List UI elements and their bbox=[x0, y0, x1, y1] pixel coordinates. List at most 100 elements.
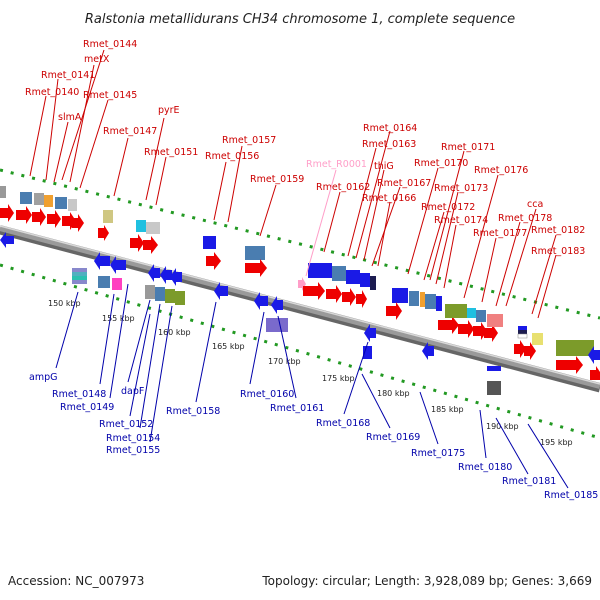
gene-label: Rmet_0164 bbox=[363, 123, 417, 134]
leader-line bbox=[377, 201, 391, 267]
leader-line bbox=[531, 234, 557, 315]
gene-label: Rmet_0160 bbox=[240, 389, 294, 400]
leader-line bbox=[113, 137, 129, 197]
gene-block bbox=[165, 289, 175, 303]
forward-labels: Rmet_0144 metX Rmet_0141 Rmet_0140 Rmet_… bbox=[25, 39, 585, 319]
reverse-gene-arrow bbox=[588, 346, 600, 364]
gene-label: metX bbox=[84, 54, 110, 65]
leader-line bbox=[429, 150, 465, 281]
gene-block bbox=[146, 222, 160, 234]
scale-label: 190 kbp bbox=[486, 422, 519, 431]
leader-line bbox=[343, 341, 369, 415]
map-title: Ralstonia metallidurans CH34 chromosome … bbox=[85, 12, 515, 27]
gene-label: Rmet_0152 bbox=[99, 419, 153, 430]
reverse-gene-arrow bbox=[364, 324, 376, 342]
gene-block bbox=[363, 346, 372, 359]
gene-block bbox=[155, 287, 165, 301]
gene-block bbox=[517, 333, 528, 339]
leader-line bbox=[495, 417, 529, 475]
gene-label: cca bbox=[527, 199, 543, 210]
gene-block bbox=[518, 326, 527, 330]
leader-line bbox=[149, 305, 173, 443]
gene-label: dapF bbox=[121, 386, 144, 397]
reverse-gene-arrow bbox=[148, 264, 160, 282]
leader-line bbox=[505, 208, 537, 307]
gene-block bbox=[436, 296, 442, 311]
gene-features bbox=[0, 186, 600, 395]
reverse-gene-arrow bbox=[271, 296, 283, 314]
gene-block bbox=[98, 276, 110, 288]
gene-block bbox=[360, 273, 370, 287]
forward-gene-arrow bbox=[206, 252, 221, 270]
gene-block bbox=[55, 197, 67, 209]
gene-label: Rmet_0182 bbox=[531, 225, 585, 236]
forward-gene-arrow bbox=[143, 236, 158, 254]
leader-line bbox=[407, 167, 439, 275]
forward-gene-arrow bbox=[484, 324, 498, 342]
gene-label: Rmet_0148 bbox=[52, 389, 106, 400]
forward-gene-arrow bbox=[130, 234, 144, 252]
reverse-gene-arrow bbox=[170, 268, 182, 286]
gene-block bbox=[103, 210, 113, 223]
scale-label: 165 kbp bbox=[212, 342, 245, 351]
gene-label: Rmet_0178 bbox=[498, 213, 552, 224]
gene-block bbox=[370, 276, 376, 290]
forward-gene-arrow bbox=[72, 214, 84, 232]
forward-gene-arrow bbox=[556, 356, 583, 374]
gene-block bbox=[72, 272, 87, 276]
gene-label: Rmet_0162 bbox=[316, 182, 370, 193]
leader-line bbox=[259, 184, 277, 237]
leader-line bbox=[145, 117, 165, 201]
gene-label: Rmet_R0001 bbox=[306, 159, 367, 170]
scale-label: 180 kbp bbox=[377, 389, 410, 398]
gene-block bbox=[487, 366, 501, 371]
gene-label: ampG bbox=[29, 372, 57, 383]
gene-label: Rmet_0174 bbox=[434, 215, 488, 226]
gene-block bbox=[72, 280, 87, 284]
scale-label: 195 kbp bbox=[540, 438, 573, 447]
gene-label: Rmet_0140 bbox=[25, 87, 79, 98]
gene-block bbox=[476, 310, 486, 322]
gene-label: slmA bbox=[58, 112, 82, 123]
leader-line bbox=[127, 299, 151, 383]
gene-label: Rmet_0176 bbox=[474, 165, 528, 176]
gene-block bbox=[203, 236, 216, 249]
leader-line bbox=[155, 156, 167, 206]
leader-line bbox=[195, 301, 217, 403]
leader-line bbox=[227, 145, 243, 223]
forward-gene-arrow bbox=[514, 340, 526, 358]
gene-label: Rmet_0159 bbox=[250, 174, 304, 185]
accession-text: Accession: NC_007973 bbox=[8, 574, 144, 588]
leader-line bbox=[347, 147, 377, 257]
leader-line bbox=[61, 49, 105, 181]
gene-block bbox=[20, 192, 32, 204]
leader-line bbox=[419, 391, 439, 445]
gene-label: Rmet_0172 bbox=[421, 202, 475, 213]
reverse-gene-arrow bbox=[160, 266, 172, 284]
forward-gene-arrow bbox=[16, 206, 32, 224]
outer-tick-row bbox=[0, 168, 600, 320]
leader-line bbox=[479, 409, 487, 459]
gene-block bbox=[245, 246, 265, 260]
gene-label: Rmet_0185 bbox=[544, 490, 598, 501]
gene-block bbox=[346, 270, 360, 284]
gene-block bbox=[332, 266, 346, 281]
gene-label: Rmet_0175 bbox=[411, 448, 465, 459]
reverse-labels: ampG Rmet_0148 Rmet_0149 dapF Rmet_0152 … bbox=[29, 283, 598, 501]
gene-block bbox=[467, 308, 476, 318]
gene-block bbox=[425, 294, 436, 309]
forward-gene-arrow bbox=[245, 259, 267, 277]
leader-line bbox=[423, 211, 445, 281]
gene-label: Rmet_0154 bbox=[106, 433, 160, 444]
leader-line bbox=[213, 161, 227, 221]
leader-line bbox=[139, 303, 161, 429]
gene-block bbox=[68, 199, 77, 211]
reverse-gene-arrow bbox=[0, 232, 14, 248]
gene-block bbox=[44, 195, 53, 207]
leader-line bbox=[463, 174, 499, 299]
gene-label: Rmet_0147 bbox=[103, 126, 157, 137]
leader-line bbox=[109, 283, 129, 399]
reverse-gene-arrow bbox=[94, 252, 110, 270]
reverse-gene-arrow bbox=[214, 282, 228, 300]
